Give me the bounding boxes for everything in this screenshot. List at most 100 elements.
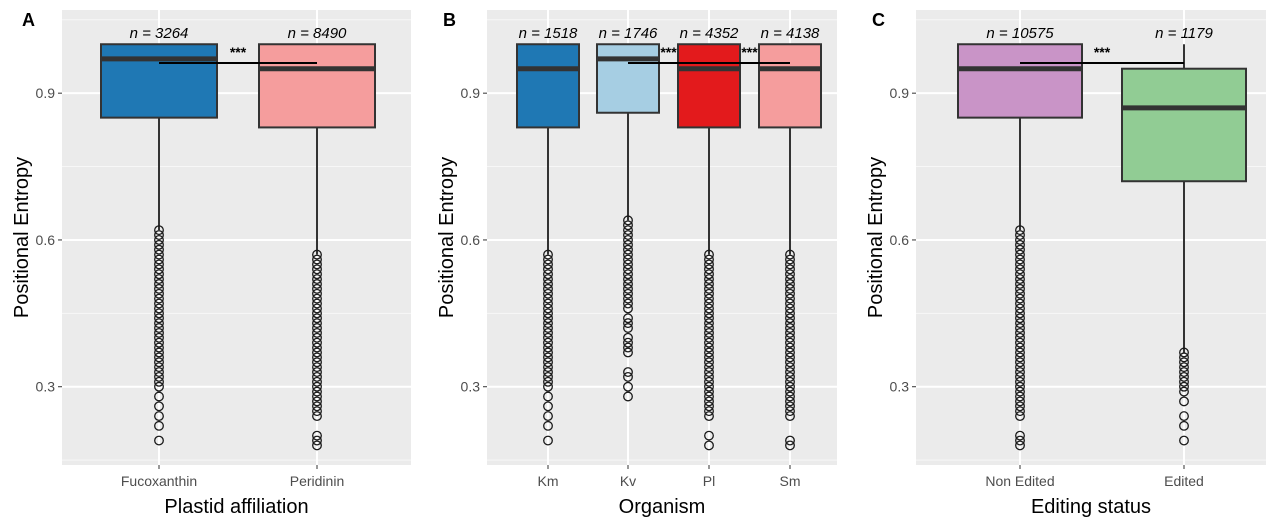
outlier-point [785,396,795,407]
outlier-point [704,332,714,343]
outlier-point [312,411,322,422]
outlier-point [543,313,553,324]
outlier-point [623,367,633,377]
outlier-point [1015,279,1025,289]
y-tick-label: 0.6 [461,232,481,248]
outlier-point [1179,357,1189,368]
outlier-point [623,293,633,304]
outlier-point [704,323,714,333]
outlier-point [785,254,795,265]
outlier-point [154,274,164,285]
outlier-point [543,254,553,265]
outlier-point [312,406,322,417]
outlier-point [154,323,164,333]
y-axis-label: Positional Entropy [865,157,887,318]
outlier-point [543,298,553,309]
outlier-point [704,396,714,407]
outlier-point [785,293,795,304]
outlier-point [704,411,714,422]
outlier-point [704,298,714,309]
n-label: n = 4352 [680,25,739,42]
outlier-point [312,269,322,280]
panel-b: 0.3 0.6 0.9 Km n = 1518 Kv n = 1746 Pl n = 4352 S… [436,10,837,518]
x-axis-label: Organism [619,496,706,518]
outlier-point [312,357,322,368]
outlier-point [785,298,795,309]
outlier-point [785,332,795,343]
outlier-point [543,327,553,338]
outlier-point [704,327,714,338]
outlier-point [785,376,795,387]
y-tick-label: 0.6 [36,232,56,248]
outlier-point [1015,239,1025,250]
outlier-point [312,274,322,285]
outlier-point [1015,362,1025,373]
outlier-point [785,308,795,319]
outlier-point [154,347,164,358]
outlier-point [623,313,633,324]
outlier-point [1015,244,1025,255]
outlier-point [543,259,553,270]
outlier-point [623,391,633,402]
outlier-point [704,288,714,299]
outlier-point [1179,420,1189,431]
outlier-point [154,357,164,368]
outlier-point [154,254,164,265]
outlier-point [312,313,322,324]
outlier-point [1015,386,1025,397]
outlier-point [704,376,714,387]
outlier-point [785,371,795,382]
outlier-point [543,352,553,363]
outlier-point [704,279,714,289]
outlier-point [623,254,633,265]
y-axis-label: Positional Entropy [436,157,458,318]
outlier-point [704,371,714,382]
outlier-point [1015,342,1025,353]
outlier-point [623,259,633,270]
outlier-point [623,288,633,299]
outlier-point [704,318,714,329]
outlier-point [1015,367,1025,377]
outlier-point [154,225,164,236]
outlier-point [785,318,795,329]
outlier-point [1015,357,1025,368]
outlier-point [1015,381,1025,392]
outlier-point [1015,332,1025,343]
outlier-point [154,283,164,294]
outlier-point [543,342,553,353]
outlier-point [785,347,795,358]
outlier-point [312,298,322,309]
outlier-point [704,303,714,314]
outlier-point [623,371,633,382]
outlier-point [154,367,164,377]
outlier-point [543,323,553,333]
outlier-point [312,371,322,382]
outlier-point [1015,318,1025,329]
outlier-point [154,391,164,402]
outlier-point [543,249,553,260]
outlier-point [312,249,322,260]
outlier-point [312,303,322,314]
n-label: n = 1179 [1155,25,1213,42]
y-tick-label: 0.6 [890,232,910,248]
box-pl [677,43,741,451]
outlier-point [785,391,795,402]
outlier-point [704,308,714,319]
panel-letter: C [872,10,885,30]
outlier-point [154,279,164,289]
outlier-point [154,371,164,382]
outlier-point [785,440,795,451]
x-axis-label: Editing status [1031,496,1151,518]
n-label: n = 8490 [288,25,347,42]
outlier-point [312,367,322,377]
outlier-point [312,327,322,338]
outlier-point [623,234,633,245]
box-peridinin [258,43,376,451]
box-sm [758,43,822,451]
outlier-point [704,440,714,451]
outlier-point [543,288,553,299]
outlier-point [704,342,714,353]
outlier-point [312,323,322,333]
outlier-point [704,357,714,368]
box-body [258,43,376,129]
